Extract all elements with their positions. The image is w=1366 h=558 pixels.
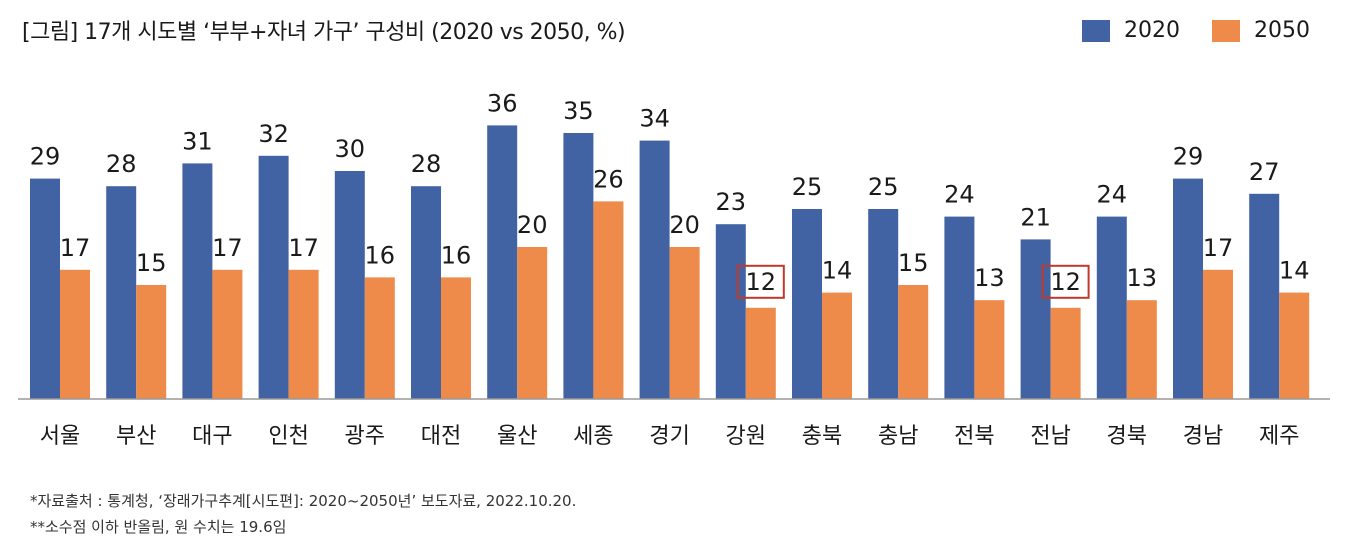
data-label-2050-충남: 15 [898,249,929,277]
bar-2020-대구 [182,163,213,399]
category-label-울산: 울산 [497,424,537,449]
footnote-rounding: **소수점 이하 반올림, 원 수치는 19.6임 [30,518,287,536]
data-label-2050-전북: 13 [974,264,1005,292]
data-label-2020-대전: 28 [411,150,442,178]
data-label-2050-제주: 14 [1279,257,1310,285]
bar-2050-강원 [745,307,776,399]
data-label-2050-대구: 17 [212,234,243,262]
data-label-2020-대구: 31 [182,127,213,155]
legend-swatch-2050 [1212,19,1240,42]
data-label-2020-부산: 28 [106,150,137,178]
data-label-2020-광주: 30 [335,135,366,163]
bar-2020-광주 [334,171,365,399]
bar-2050-인천 [288,269,319,399]
category-label-광주: 광주 [345,424,385,449]
bar-2050-충남 [898,285,929,399]
bar-2020-충남 [868,209,899,399]
data-label-2020-전남: 21 [1020,203,1051,231]
data-label-2050-경기: 20 [669,211,700,239]
legend-item-2020: 2020 [1082,18,1180,43]
data-label-2020-충북: 25 [792,173,823,201]
data-label-2020-충남: 25 [868,173,899,201]
category-label-강원: 강원 [726,424,766,449]
bar-2020-세종 [563,133,594,399]
bar-2020-부산 [106,186,137,399]
data-label-2050-세종: 26 [593,165,624,193]
bar-2020-서울 [30,178,60,399]
highlight-box-전남 [1041,264,1090,299]
bar-2020-경남 [1173,178,1203,399]
data-label-2050-경남: 17 [1203,234,1234,262]
category-label-충남: 충남 [878,424,918,449]
data-label-2020-강원: 23 [716,188,747,216]
category-label-제주: 제주 [1259,424,1299,449]
data-label-2050-인천: 17 [288,234,319,262]
data-label-2050-대전: 16 [441,241,472,269]
data-label-2020-인천: 32 [258,120,289,148]
category-label-부산: 부산 [116,424,156,449]
bar-2050-대전 [441,277,471,399]
bar-2050-대구 [212,269,243,399]
category-label-대구: 대구 [192,424,232,449]
bar-2050-충북 [822,292,852,399]
data-label-2020-전북: 24 [944,181,975,209]
legend: 2020 2050 [1082,18,1342,43]
legend-swatch-2020 [1082,19,1110,42]
bar-2020-인천 [258,155,289,399]
category-label-서울: 서울 [40,424,80,449]
data-label-2050-부산: 15 [136,249,167,277]
data-label-2050-경북: 13 [1127,264,1158,292]
data-label-2050-강원: 12 [746,268,777,296]
data-label-2020-제주: 27 [1249,158,1280,186]
category-label-세종: 세종 [573,424,613,449]
data-label-2050-서울: 17 [60,234,91,262]
category-label-전남: 전남 [1030,424,1070,449]
bar-2050-전남 [1050,307,1081,399]
legend-label-2020: 2020 [1124,18,1180,43]
bar-2020-제주 [1249,193,1280,399]
legend-item-2050: 2050 [1212,18,1310,43]
bar-2020-충북 [792,209,822,399]
bar-2050-경기 [669,247,700,399]
bar-2020-경북 [1096,216,1127,399]
data-label-2050-충북: 14 [822,257,853,285]
bar-2020-대전 [411,186,441,399]
data-label-2050-울산: 20 [517,211,548,239]
chart-title: [그림] 17개 시도별 ‘부부+자녀 가구’ 구성비 (2020 vs 205… [22,20,626,45]
highlight-box-강원 [736,264,785,299]
bar-2020-전남 [1020,239,1051,399]
bar-2050-부산 [136,285,167,399]
bar-2050-울산 [517,247,548,399]
data-label-2050-광주: 16 [365,241,396,269]
category-label-경북: 경북 [1107,424,1147,449]
bar-2020-강원 [715,224,746,399]
category-label-경남: 경남 [1183,424,1223,449]
bar-2050-서울 [60,269,90,399]
data-label-2020-경남: 29 [1173,143,1204,171]
data-label-2020-경북: 24 [1097,181,1128,209]
bar-chart: 29 17 서울 28 15 부산 31 17 대구 32 17 인천 30 16 광주 28 16 대전 36 20… [18,89,1330,449]
bar-2050-세종 [593,201,624,399]
category-label-경기: 경기 [649,424,689,449]
legend-label-2050: 2050 [1254,18,1310,43]
bar-2050-광주 [364,277,395,399]
category-label-인천: 인천 [268,424,308,449]
data-label-2050-전남: 12 [1050,268,1081,296]
bar-2020-울산 [487,125,518,400]
data-label-2020-세종: 35 [563,97,594,125]
data-label-2020-울산: 36 [487,89,518,117]
bar-2050-제주 [1279,292,1310,399]
footnote-source: *자료출처 : 통계청, ‘장래가구추계[시도편]: 2020~2050년’ 보… [30,492,577,510]
category-label-대전: 대전 [421,424,461,449]
bar-2050-경남 [1203,269,1233,399]
data-label-2020-경기: 34 [639,105,670,133]
data-label-2020-서울: 29 [30,143,61,171]
category-label-충북: 충북 [802,424,842,449]
bar-2050-전북 [974,300,1005,399]
bar-2020-전북 [944,216,975,399]
bar-2020-경기 [639,140,670,399]
category-label-전북: 전북 [954,424,994,449]
bar-2050-경북 [1126,300,1157,399]
